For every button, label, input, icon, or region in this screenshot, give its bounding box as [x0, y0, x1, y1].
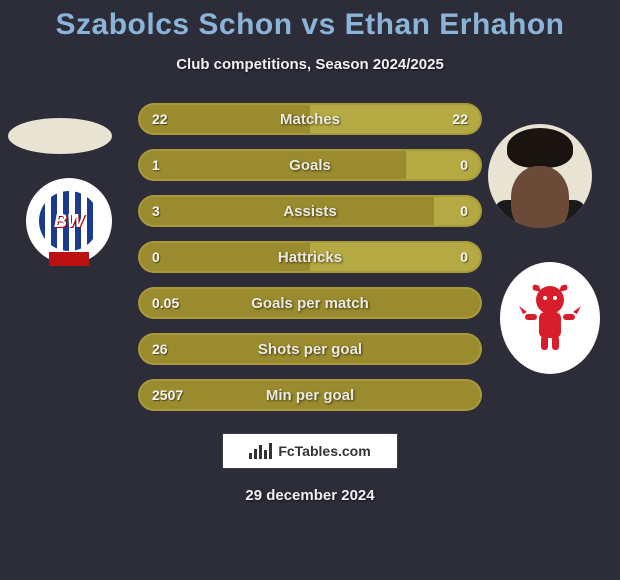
- stat-row: 0Hattricks0: [138, 241, 482, 273]
- subtitle: Club competitions, Season 2024/2025: [0, 56, 620, 73]
- stat-label: Assists: [138, 203, 482, 220]
- player-left-avatar-placeholder: [8, 118, 112, 154]
- stat-row: 1Goals0: [138, 149, 482, 181]
- fctables-icon: [249, 443, 272, 459]
- stat-row: 2507Min per goal: [138, 379, 482, 411]
- club-left-badge: BW: [26, 178, 112, 264]
- stat-value-right: 0: [460, 203, 468, 219]
- stat-row: 26Shots per goal: [138, 333, 482, 365]
- club-right-badge: [500, 262, 600, 374]
- stat-label: Hattricks: [138, 249, 482, 266]
- stat-value-right: 22: [452, 111, 468, 127]
- stat-row: 0.05Goals per match: [138, 287, 482, 319]
- stat-label: Min per goal: [138, 387, 482, 404]
- club-left-initials: BW: [54, 211, 84, 232]
- stat-label: Shots per goal: [138, 341, 482, 358]
- page-title: Szabolcs Schon vs Ethan Erhahon: [0, 0, 620, 42]
- stat-value-right: 0: [460, 249, 468, 265]
- stat-value-right: 0: [460, 157, 468, 173]
- footer-badge[interactable]: FcTables.com: [222, 433, 398, 469]
- stat-row: 3Assists0: [138, 195, 482, 227]
- footer-label: FcTables.com: [278, 443, 370, 459]
- stat-label: Goals: [138, 157, 482, 174]
- stat-row: 22Matches22: [138, 103, 482, 135]
- stat-label: Goals per match: [138, 295, 482, 312]
- player-right-avatar: [488, 124, 592, 228]
- stat-label: Matches: [138, 111, 482, 128]
- date: 29 december 2024: [0, 487, 620, 504]
- club-left-ribbon: [49, 252, 89, 266]
